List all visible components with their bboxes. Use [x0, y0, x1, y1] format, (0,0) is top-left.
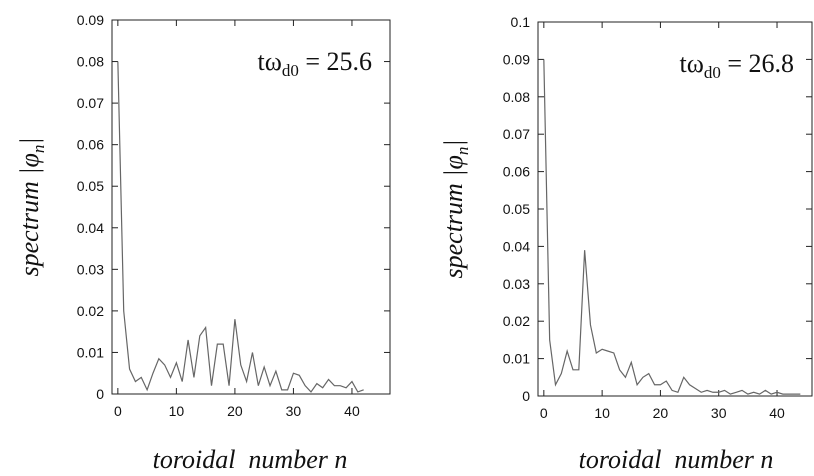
y-tick-label: 0.09 — [503, 51, 530, 67]
y-tick-label: 0.03 — [503, 276, 530, 292]
annotation-part: d0 — [282, 61, 299, 80]
y-tick-label: 0.07 — [77, 95, 104, 111]
y-tick-label: 0.04 — [503, 238, 530, 254]
x-tick-label: 10 — [594, 405, 610, 421]
y-axis-label-part: | — [439, 139, 468, 146]
x-tick-label: 30 — [711, 405, 727, 421]
y-tick-label: 0.04 — [77, 220, 104, 236]
plot-frame — [111, 19, 391, 395]
y-tick-label: 0.08 — [503, 89, 530, 105]
y-axis-label-part: spectrum |φ — [439, 155, 468, 278]
annotation-box — [218, 36, 376, 84]
y-tick-label: 0.01 — [77, 344, 104, 360]
annotation: tωd0 = 25.6 — [257, 47, 372, 80]
annotation-part: tω — [679, 49, 703, 78]
x-tick-label: 20 — [653, 405, 669, 421]
x-tick-label: 40 — [769, 405, 785, 421]
x-tick-label: 10 — [169, 403, 185, 419]
annotation-box — [640, 38, 798, 86]
x-axis-label: toroidal number n — [153, 445, 348, 474]
y-tick-label: 0.07 — [503, 126, 530, 142]
annotation-part: = 26.8 — [721, 49, 794, 78]
annotation-part: tω — [257, 47, 281, 76]
annotation-part: d0 — [704, 63, 721, 82]
series-line — [543, 59, 801, 395]
y-tick-label: 0.05 — [503, 201, 530, 217]
y-axis-label-part: spectrum |φ — [15, 153, 44, 276]
y-tick-label: 0.05 — [77, 178, 104, 194]
y-axis-label-part: n — [453, 147, 472, 156]
y-axis-label: spectrum |φn| — [15, 137, 48, 276]
y-tick-label: 0.01 — [503, 351, 530, 367]
x-tick-label: 20 — [227, 403, 243, 419]
x-tick-label: 0 — [540, 405, 548, 421]
y-axis-label: spectrum |φn| — [439, 139, 472, 278]
x-tick-label: 40 — [344, 403, 360, 419]
y-tick-label: 0.03 — [77, 261, 104, 277]
y-tick-label: 0.06 — [77, 137, 104, 153]
y-tick-label: 0.1 — [511, 14, 531, 30]
y-axis-label-part: | — [15, 137, 44, 144]
annotation-part: = 25.6 — [299, 47, 372, 76]
y-axis-label-part: n — [29, 145, 48, 154]
y-tick-label: 0.02 — [503, 313, 530, 329]
x-axis-label: toroidal number n — [579, 445, 774, 474]
x-tick-label: 0 — [114, 403, 122, 419]
y-tick-label: 0.02 — [77, 303, 104, 319]
y-tick-label: 0 — [96, 386, 104, 402]
y-tick-label: 0.06 — [503, 164, 530, 180]
series-line — [117, 61, 364, 393]
y-tick-label: 0.09 — [77, 12, 104, 28]
y-tick-label: 0.08 — [77, 54, 104, 70]
x-tick-label: 30 — [286, 403, 302, 419]
annotation: tωd0 = 26.8 — [679, 49, 794, 82]
y-tick-label: 0 — [522, 388, 530, 404]
